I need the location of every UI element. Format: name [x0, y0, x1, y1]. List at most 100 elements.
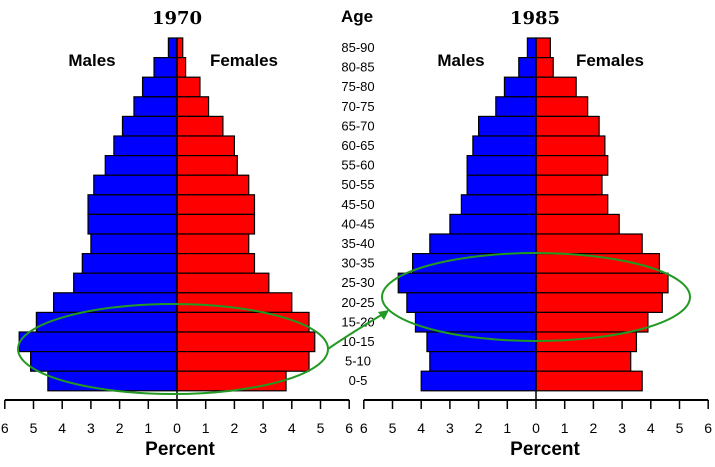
tick-label-1970-8: 2 — [231, 420, 239, 436]
bar-1970-female-55-60 — [176, 155, 238, 176]
age-label-70-75: 70-75 — [341, 99, 374, 114]
tick-label-1985-5: 1 — [503, 420, 511, 436]
bar-1970-male-15-20 — [35, 311, 178, 333]
bar-1970-female-85-90 — [176, 37, 184, 59]
panel-title-1970: 1970 — [152, 8, 202, 29]
bar-1985-female-35-40 — [535, 233, 643, 255]
tick-label-1970-0: 6 — [1, 420, 9, 436]
age-label-55-60: 55-60 — [341, 158, 374, 173]
tick-label-1970-1: 5 — [30, 420, 38, 436]
tick-label-1985-6: 0 — [532, 420, 540, 436]
bar-1970-female-80-85 — [176, 56, 187, 78]
axis-layer — [4, 38, 709, 409]
tick-label-1985-3: 3 — [446, 420, 454, 436]
age-label-5-10: 5-10 — [345, 354, 371, 369]
tick-label-1970-7: 1 — [202, 420, 210, 436]
females-label-1970: Females — [210, 51, 278, 70]
bar-1985-male-10-15 — [426, 331, 537, 353]
males-label-1985: Males — [437, 51, 484, 70]
age-label-75-80: 75-80 — [341, 79, 374, 94]
bar-1970-female-20-25 — [176, 292, 293, 313]
age-label-60-65: 60-65 — [341, 138, 374, 153]
age-axis-title: Age — [341, 7, 373, 26]
bar-1985-female-40-45 — [535, 213, 620, 235]
age-label-0-5: 0-5 — [349, 373, 368, 388]
age-label-80-85: 80-85 — [341, 60, 374, 75]
bar-1985-female-80-85 — [535, 56, 554, 78]
age-label-15-20: 15-20 — [341, 314, 374, 329]
bars-layer — [18, 37, 669, 392]
tick-label-1970-5: 1 — [144, 420, 152, 436]
bar-1985-female-20-25 — [535, 292, 663, 313]
tick-label-1985-7: 1 — [561, 420, 569, 436]
bar-1985-male-20-25 — [406, 292, 537, 313]
bar-1970-female-65-70 — [176, 115, 224, 137]
tick-label-1970-9: 3 — [259, 420, 267, 436]
age-label-65-70: 65-70 — [341, 118, 374, 133]
bar-1985-female-65-70 — [535, 115, 600, 137]
bar-1985-female-85-90 — [535, 37, 551, 59]
tick-label-1985-0: 6 — [360, 420, 368, 436]
bar-1985-male-25-30 — [397, 272, 537, 294]
bar-1985-female-70-75 — [535, 96, 589, 118]
text-layer: 1970 1985 Age Males Females Males Female… — [1, 7, 712, 460]
bar-1985-male-75-80 — [503, 76, 537, 98]
bar-1970-male-10-15 — [18, 331, 178, 353]
bar-1970-male-35-40 — [90, 233, 178, 255]
bar-1985-male-40-45 — [449, 213, 537, 235]
tick-label-1985-2: 4 — [417, 420, 425, 436]
bar-1985-female-75-80 — [535, 76, 577, 98]
bar-1985-male-45-50 — [460, 194, 537, 216]
bar-1970-male-80-85 — [153, 56, 178, 78]
tick-label-1970-12: 6 — [345, 420, 353, 436]
bar-1970-female-50-55 — [176, 174, 250, 196]
bar-1970-female-25-30 — [176, 272, 270, 294]
bar-1970-male-50-55 — [93, 174, 178, 196]
males-label-1970: Males — [68, 51, 115, 70]
highlight-ellipse-1985 — [381, 252, 691, 342]
bar-1985-male-60-65 — [472, 135, 537, 157]
age-label-85-90: 85-90 — [341, 40, 374, 55]
bar-1970-male-40-45 — [87, 213, 178, 235]
bar-1970-male-85-90 — [167, 37, 178, 59]
bar-1985-female-25-30 — [535, 272, 669, 294]
bar-1970-male-55-60 — [104, 155, 178, 176]
bar-1970-male-5-10 — [30, 351, 178, 372]
females-label-1985: Females — [576, 51, 644, 70]
bar-1970-male-30-35 — [81, 253, 178, 274]
tick-label-1985-9: 3 — [618, 420, 626, 436]
bar-1970-male-25-30 — [73, 272, 178, 294]
age-label-20-25: 20-25 — [341, 295, 374, 310]
bar-1985-female-55-60 — [535, 155, 609, 176]
age-label-40-45: 40-45 — [341, 216, 374, 231]
bar-1970-female-30-35 — [176, 253, 256, 274]
bar-1985-male-70-75 — [495, 96, 537, 118]
bar-1985-male-65-70 — [478, 115, 537, 137]
tick-label-1985-8: 2 — [590, 420, 598, 436]
bar-1970-female-15-20 — [176, 311, 310, 333]
x-axis-label-1985: Percent — [510, 439, 580, 460]
tick-label-1985-1: 5 — [389, 420, 397, 436]
tick-label-1985-11: 5 — [676, 420, 684, 436]
bar-1985-female-60-65 — [535, 135, 606, 157]
bar-1970-male-70-75 — [133, 96, 178, 118]
tick-label-1970-2: 4 — [58, 420, 66, 436]
age-label-50-55: 50-55 — [341, 177, 374, 192]
bar-1970-female-40-45 — [176, 213, 256, 235]
bar-1970-female-0-5 — [176, 370, 287, 392]
bar-1985-male-50-55 — [466, 174, 537, 196]
highlight-arrow-head — [378, 310, 389, 320]
bar-1970-male-75-80 — [141, 76, 178, 98]
bar-1985-male-55-60 — [466, 155, 537, 176]
highlight-arrow-line — [327, 313, 384, 350]
bar-1970-male-20-25 — [52, 292, 178, 313]
tick-label-1970-11: 5 — [317, 420, 325, 436]
bar-1985-female-50-55 — [535, 174, 603, 196]
bar-1985-female-15-20 — [535, 311, 649, 333]
tick-label-1985-12: 6 — [704, 420, 712, 436]
tick-label-1970-3: 3 — [87, 420, 95, 436]
age-label-30-35: 30-35 — [341, 256, 374, 271]
bar-1970-male-65-70 — [121, 115, 178, 137]
bar-1985-male-85-90 — [526, 37, 537, 59]
